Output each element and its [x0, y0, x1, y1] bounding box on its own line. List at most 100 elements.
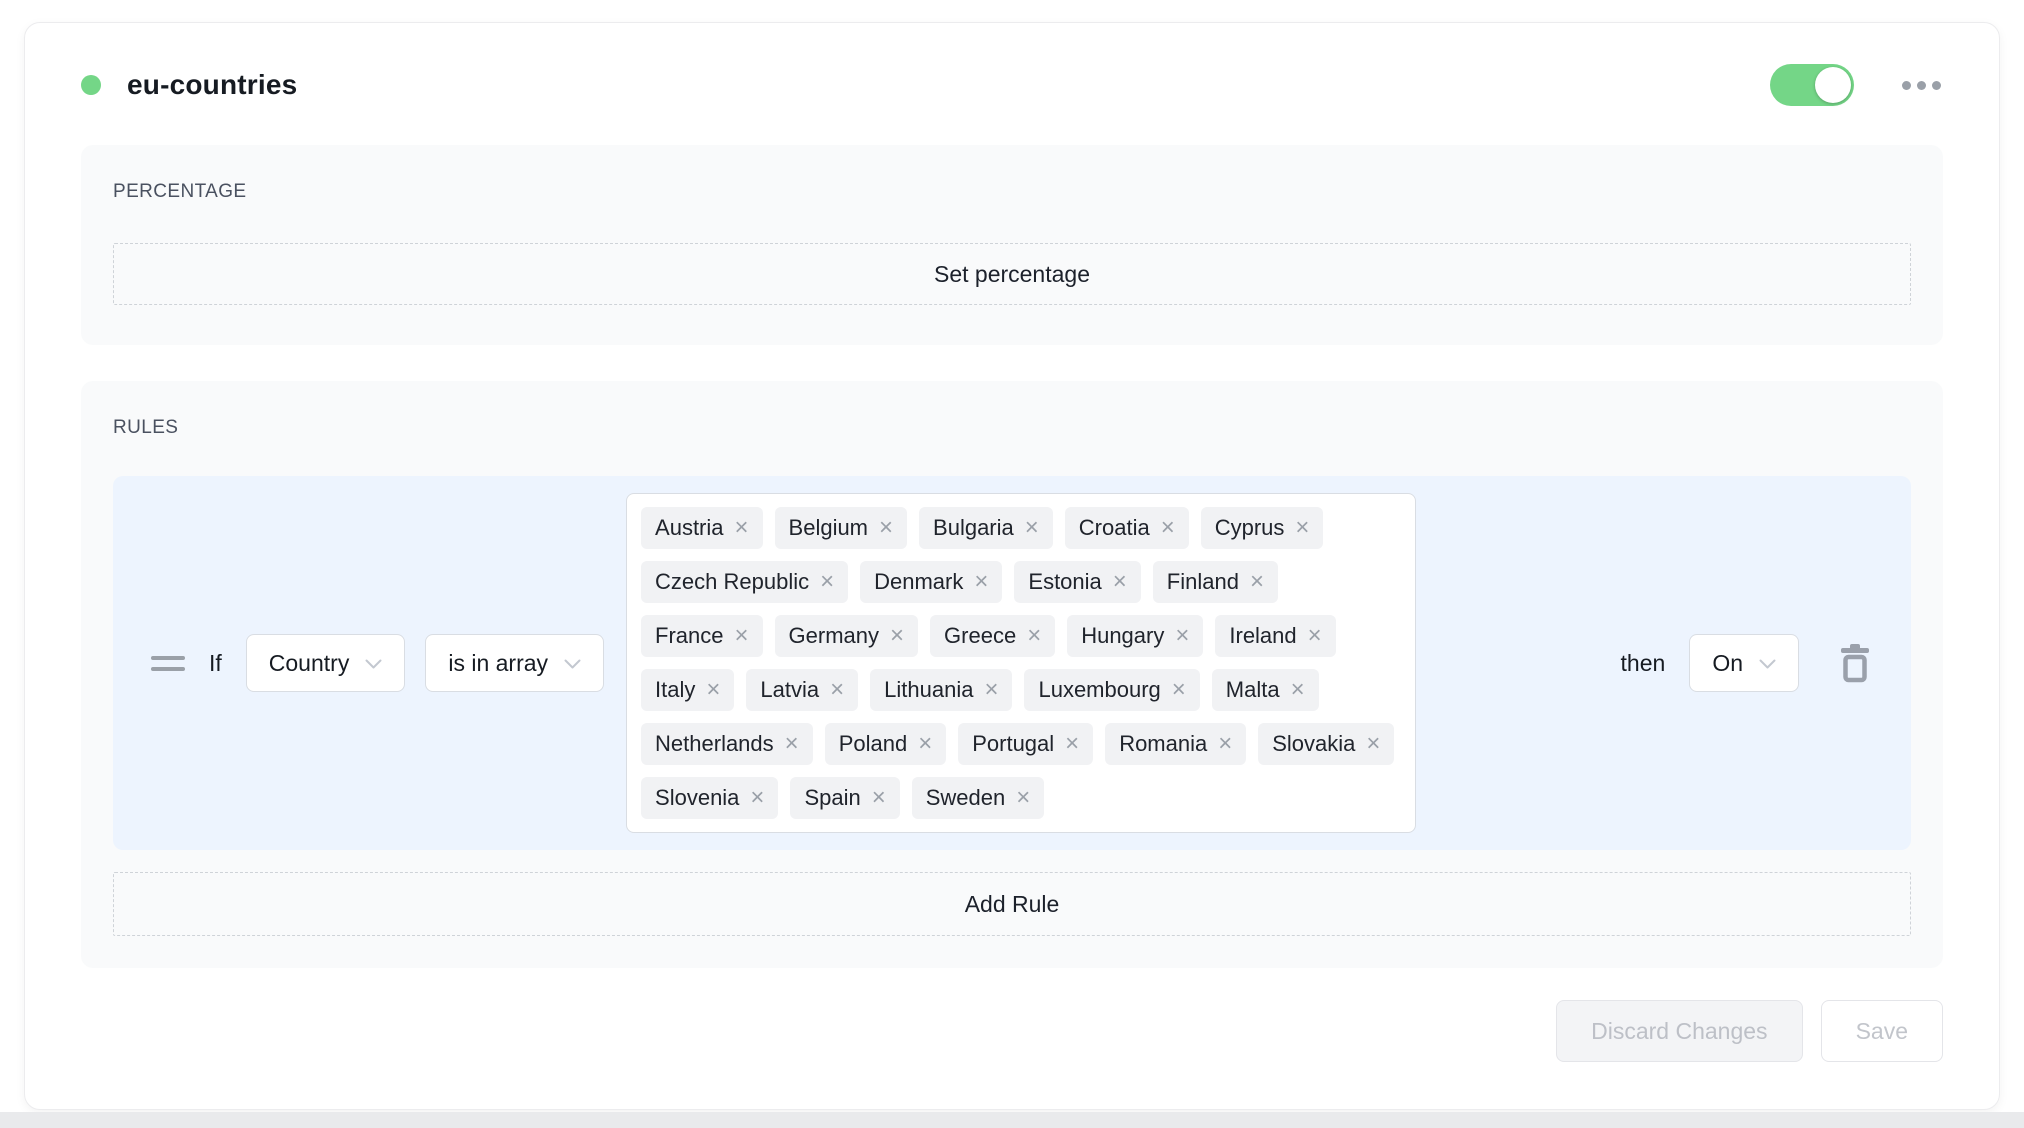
country-tag: Croatia × [1064, 507, 1189, 549]
save-button[interactable]: Save [1820, 1000, 1943, 1062]
country-tag-label: Italy [655, 677, 696, 702]
feature-flag-card: eu-countries PERCENTAGE Set percentage R… [24, 22, 2000, 1110]
remove-country-icon[interactable]: × [1065, 730, 1080, 757]
remove-country-icon[interactable]: × [890, 622, 905, 649]
remove-country-icon[interactable]: × [1112, 568, 1127, 595]
remove-country-icon[interactable]: × [1249, 568, 1264, 595]
remove-country-icon[interactable]: × [871, 784, 886, 811]
then-label: then [1620, 649, 1666, 676]
remove-country-icon[interactable]: × [974, 568, 989, 595]
country-tag-label: Hungary [1081, 623, 1165, 648]
country-tag-label: Luxembourg [1038, 677, 1161, 702]
remove-country-icon[interactable]: × [734, 622, 749, 649]
country-tag-label: Bulgaria [933, 515, 1014, 540]
country-tag: Slovenia × [641, 777, 779, 819]
country-tag-label: Romania [1119, 731, 1208, 756]
flag-status-dot-icon [81, 75, 101, 95]
remove-country-icon[interactable]: × [1366, 730, 1381, 757]
country-tag-label: Latvia [760, 677, 820, 702]
field-select[interactable]: Country [245, 634, 406, 692]
country-tag: Czech Republic × [641, 561, 849, 603]
remove-country-icon[interactable]: × [1024, 514, 1039, 541]
country-tag: Austria × [641, 507, 763, 549]
add-rule-button[interactable]: Add Rule [113, 872, 1911, 936]
discard-changes-button[interactable]: Discard Changes [1556, 1000, 1803, 1062]
remove-country-icon[interactable]: × [1218, 730, 1233, 757]
remove-country-icon[interactable]: × [918, 730, 933, 757]
field-select-value: Country [268, 649, 350, 676]
country-tag-label: Malta [1225, 677, 1280, 702]
action-select-value: On [1712, 649, 1743, 676]
country-tag-label: Belgium [788, 515, 869, 540]
country-tag-label: Lithuania [884, 677, 974, 702]
remove-country-icon[interactable]: × [1171, 676, 1186, 703]
operator-select-value: is in array [448, 649, 549, 676]
remove-country-icon[interactable]: × [706, 676, 721, 703]
country-tag-label: Greece [944, 623, 1017, 648]
country-tag-label: Estonia [1028, 569, 1102, 594]
country-tag: Sweden × [911, 777, 1045, 819]
remove-country-icon[interactable]: × [1295, 514, 1310, 541]
set-percentage-button[interactable]: Set percentage [113, 243, 1911, 305]
toggle-knob [1815, 67, 1851, 103]
country-tag-label: Slovenia [655, 785, 740, 810]
flag-header: eu-countries [81, 63, 1943, 107]
country-tag: Netherlands × [641, 723, 813, 765]
flag-enabled-toggle[interactable] [1770, 64, 1854, 106]
drag-handle-icon[interactable] [151, 650, 185, 677]
chevron-down-icon [564, 659, 581, 668]
rules-section: RULES If Country is in array Austria × B… [81, 381, 1943, 968]
remove-country-icon[interactable]: × [1016, 784, 1031, 811]
remove-country-icon[interactable]: × [1160, 514, 1175, 541]
country-tag-label: Denmark [874, 569, 964, 594]
country-tag: Hungary × [1067, 615, 1204, 657]
remove-country-icon[interactable]: × [820, 568, 835, 595]
country-tag: Portugal × [958, 723, 1094, 765]
delete-rule-button[interactable] [1837, 642, 1873, 684]
country-tag: Poland × [824, 723, 947, 765]
country-tag-label: Czech Republic [655, 569, 810, 594]
percentage-section-label: PERCENTAGE [113, 181, 247, 202]
remove-country-icon[interactable]: × [1290, 676, 1305, 703]
remove-country-icon[interactable]: × [734, 514, 749, 541]
country-tag: Greece × [930, 615, 1056, 657]
trash-icon [1841, 644, 1869, 683]
rule-row: If Country is in array Austria × Belgium… [113, 476, 1911, 850]
country-tag: Luxembourg × [1024, 669, 1200, 711]
country-tag: Germany × [774, 615, 919, 657]
remove-country-icon[interactable]: × [1027, 622, 1042, 649]
operator-select[interactable]: is in array [425, 634, 605, 692]
remove-country-icon[interactable]: × [984, 676, 999, 703]
remove-country-icon[interactable]: × [1175, 622, 1190, 649]
country-tag: Denmark × [860, 561, 1003, 603]
country-tag: Cyprus × [1200, 507, 1324, 549]
country-tag: Spain × [790, 777, 900, 819]
remove-country-icon[interactable]: × [784, 730, 799, 757]
remove-country-icon[interactable]: × [1307, 622, 1322, 649]
country-tag-label: Slovakia [1272, 731, 1356, 756]
country-tag-label: Ireland [1229, 623, 1297, 648]
footer-actions: Discard Changes Save [81, 1000, 1943, 1062]
country-tag: Estonia × [1014, 561, 1141, 603]
country-tag-label: Portugal [972, 731, 1055, 756]
if-label: If [209, 649, 222, 676]
kebab-menu-icon[interactable] [1900, 75, 1943, 96]
country-tag-label: Austria [655, 515, 724, 540]
country-tag: Ireland × [1215, 615, 1336, 657]
rule-outcome: then On [1597, 634, 1873, 692]
country-tag-label: France [655, 623, 724, 648]
chevron-down-icon [1759, 659, 1776, 668]
remove-country-icon[interactable]: × [879, 514, 894, 541]
country-tag-label: Netherlands [655, 731, 774, 756]
country-tag-label: Sweden [925, 785, 1006, 810]
country-tag: Romania × [1105, 723, 1247, 765]
country-tag: Lithuania × [870, 669, 1013, 711]
country-values-multiselect[interactable]: Austria × Belgium × Bulgaria × Croatia ×… [626, 493, 1417, 833]
action-select[interactable]: On [1689, 634, 1799, 692]
country-tag: Finland × [1152, 561, 1278, 603]
rules-section-label: RULES [113, 417, 179, 438]
country-tag-label: Finland [1166, 569, 1239, 594]
country-tag: France × [641, 615, 763, 657]
remove-country-icon[interactable]: × [750, 784, 765, 811]
remove-country-icon[interactable]: × [830, 676, 845, 703]
